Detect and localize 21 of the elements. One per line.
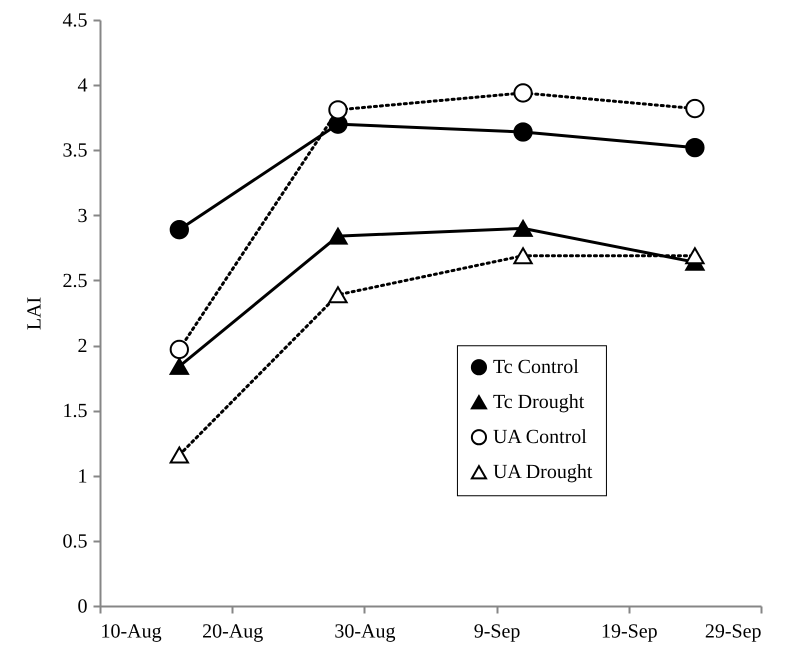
legend-label: UA Drought	[492, 461, 593, 484]
y-tick-label: 0	[78, 596, 88, 618]
y-tick-label: 4	[78, 74, 88, 97]
y-tick-label: 0.5	[62, 530, 88, 552]
x-tick-label: 30-Aug	[334, 620, 396, 642]
legend-label: Tc Drought	[492, 391, 585, 414]
x-tick-label: 10-Aug	[100, 620, 162, 642]
y-axis-title: LAI	[24, 296, 46, 330]
x-tick-label: 9-Sep	[474, 620, 520, 642]
legend-label: Tc Control	[492, 356, 580, 378]
x-tick-label: 29-Sep	[704, 620, 762, 642]
y-tick-label: 2	[78, 335, 88, 358]
legend-label: UA Control	[492, 426, 588, 448]
x-tick-label: 19-Sep	[600, 620, 658, 642]
y-tick-label: 1.5	[62, 400, 88, 422]
y-tick-label: 3.5	[62, 140, 88, 162]
y-tick-label: 3	[78, 204, 88, 227]
y-tick-label: 2.5	[62, 270, 88, 292]
x-tick-label: 20-Aug	[202, 620, 264, 642]
y-tick-label: 4.5	[62, 10, 88, 32]
y-tick-label: 1	[78, 465, 88, 488]
